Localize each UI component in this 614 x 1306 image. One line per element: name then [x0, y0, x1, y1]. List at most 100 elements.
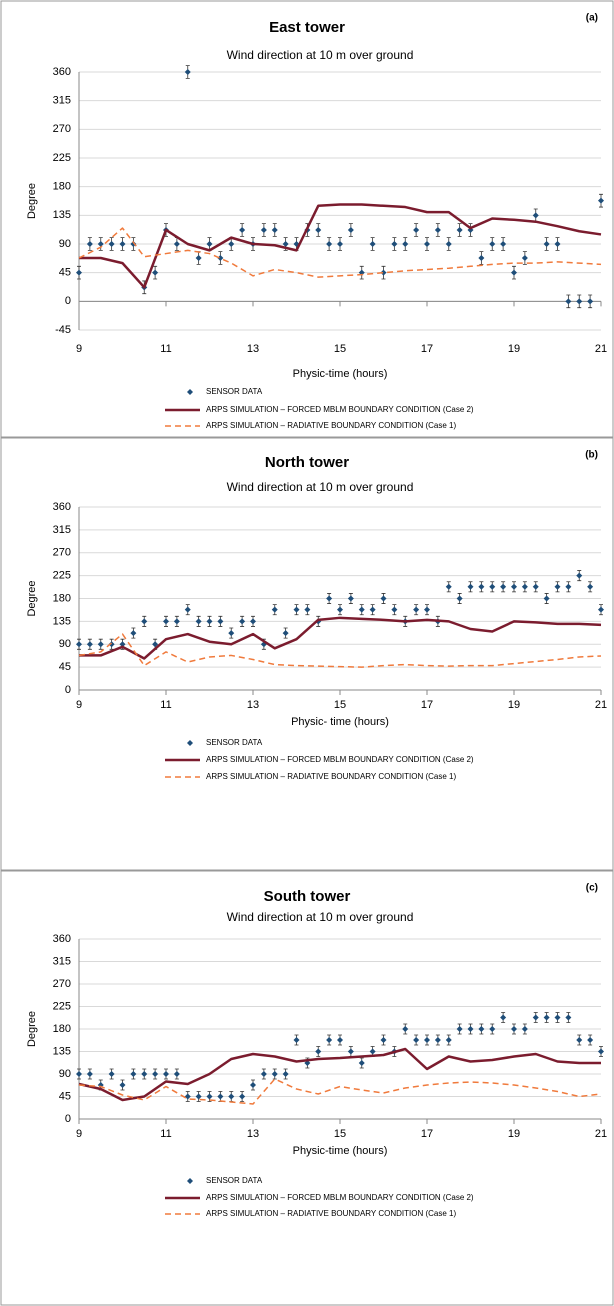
- sensor-point: [598, 197, 604, 204]
- sensor-point: [206, 241, 213, 247]
- y-tick-label: 180: [53, 592, 71, 604]
- x-tick-label: 15: [334, 343, 346, 355]
- sensor-point: [108, 1071, 115, 1077]
- y-tick-label: 135: [53, 615, 71, 627]
- y-axis-title: Degree: [26, 183, 38, 219]
- sensor-point: [424, 1037, 430, 1043]
- sensor-point: [489, 1026, 496, 1032]
- sensor-point: [565, 1014, 572, 1021]
- chart-subtitle: Wind direction at 10 m over ground: [227, 480, 414, 494]
- panel: South tower (c) Wind direction at 10 m ove…: [0, 870, 614, 1306]
- sensor-point: [228, 630, 235, 637]
- legend-marker: [187, 740, 193, 746]
- sensor-point: [228, 241, 235, 247]
- sensor-point: [152, 1071, 159, 1077]
- legend-label: ARPS SIMULATION – RADIATIVE BOUNDARY CON…: [206, 421, 456, 430]
- panel-border: [0, 437, 614, 871]
- sensor-point: [184, 1093, 191, 1100]
- y-tick-label: 45: [59, 1090, 71, 1102]
- sensor-point: [445, 583, 452, 590]
- sensor-point: [326, 241, 333, 247]
- sensor-point: [424, 241, 430, 247]
- sensor-point: [271, 226, 278, 233]
- sensor-point: [380, 595, 387, 602]
- y-tick-label: 225: [53, 152, 71, 164]
- sensor-point: [173, 1071, 180, 1077]
- sensor-point: [456, 226, 463, 233]
- sensor-point: [347, 226, 354, 233]
- legend-label: ARPS SIMULATION – FORCED MBLM BOUNDARY C…: [206, 1193, 474, 1202]
- series-line: [79, 203, 602, 289]
- sensor-point: [119, 641, 126, 648]
- y-tick-label: 360: [53, 66, 71, 78]
- sensor-point: [293, 1037, 300, 1043]
- sensor-point: [206, 1093, 213, 1100]
- sensor-point: [326, 1037, 333, 1043]
- sensor-point: [587, 583, 594, 590]
- y-tick-label: 225: [53, 570, 71, 582]
- sensor-point: [239, 226, 246, 233]
- sensor-point: [554, 1014, 561, 1021]
- sensor-point: [76, 1071, 82, 1077]
- sensor-point: [76, 269, 82, 276]
- y-tick-label: 270: [53, 978, 71, 990]
- y-tick-label: 90: [59, 1068, 71, 1080]
- sensor-point: [271, 606, 278, 613]
- sensor-point: [445, 1037, 452, 1043]
- sensor-point: [184, 606, 191, 613]
- sensor-point: [576, 298, 583, 305]
- sensor-point: [413, 606, 420, 613]
- sensor-point: [239, 618, 246, 625]
- sensor-point: [543, 241, 550, 247]
- legend-label: ARPS SIMULATION – RADIATIVE BOUNDARY CON…: [206, 772, 456, 781]
- series-line: [78, 1047, 601, 1102]
- panel: East tower (a) Wind direction at 10 m over…: [0, 0, 614, 438]
- y-tick-label: 315: [53, 955, 71, 967]
- y-tick-label: 180: [53, 181, 71, 193]
- sensor-point: [337, 606, 343, 613]
- sensor-point: [304, 606, 311, 613]
- x-tick-label: 17: [421, 1128, 433, 1140]
- y-tick-label: 0: [65, 295, 71, 307]
- legend-marker: [187, 389, 193, 395]
- sensor-point: [576, 1037, 583, 1043]
- chart-title: South tower: [264, 888, 351, 905]
- x-tick-label: 21: [595, 699, 607, 711]
- chart-subtitle: Wind direction at 10 m over ground: [227, 48, 414, 62]
- sensor-point: [543, 1014, 550, 1021]
- sensor-point: [217, 1093, 224, 1100]
- sensor-point: [97, 241, 104, 247]
- sensor-point: [130, 630, 137, 637]
- x-tick-label: 13: [247, 343, 259, 355]
- sensor-point: [587, 298, 594, 305]
- sensor-point: [565, 298, 572, 305]
- sensor-point: [282, 1071, 289, 1077]
- sensor-point: [152, 641, 159, 648]
- sensor-point: [478, 1026, 485, 1032]
- sensor-point: [260, 1071, 267, 1077]
- sensor-point: [380, 269, 387, 276]
- sensor-point: [163, 618, 169, 625]
- series-line: [78, 633, 602, 668]
- sensor-point: [500, 241, 507, 247]
- y-tick-label: 90: [59, 238, 71, 250]
- sensor-point: [76, 641, 82, 648]
- sensor-point: [108, 641, 115, 648]
- sensor-point: [195, 618, 202, 625]
- x-tick-label: 15: [334, 699, 346, 711]
- sensor-point: [489, 583, 496, 590]
- x-tick-label: 19: [508, 1128, 520, 1140]
- x-axis-title: Physic-time (hours): [293, 368, 388, 380]
- y-tick-label: 360: [53, 501, 71, 513]
- sensor-point: [467, 1026, 474, 1032]
- series-line: [78, 227, 602, 278]
- sensor-point: [413, 226, 420, 233]
- sensor-point: [554, 583, 561, 590]
- sensor-point: [152, 269, 159, 276]
- sensor-point: [347, 1048, 354, 1055]
- sensor-point: [86, 641, 93, 648]
- sensor-point: [282, 630, 289, 637]
- sensor-point: [521, 583, 528, 590]
- sensor-point: [391, 606, 398, 613]
